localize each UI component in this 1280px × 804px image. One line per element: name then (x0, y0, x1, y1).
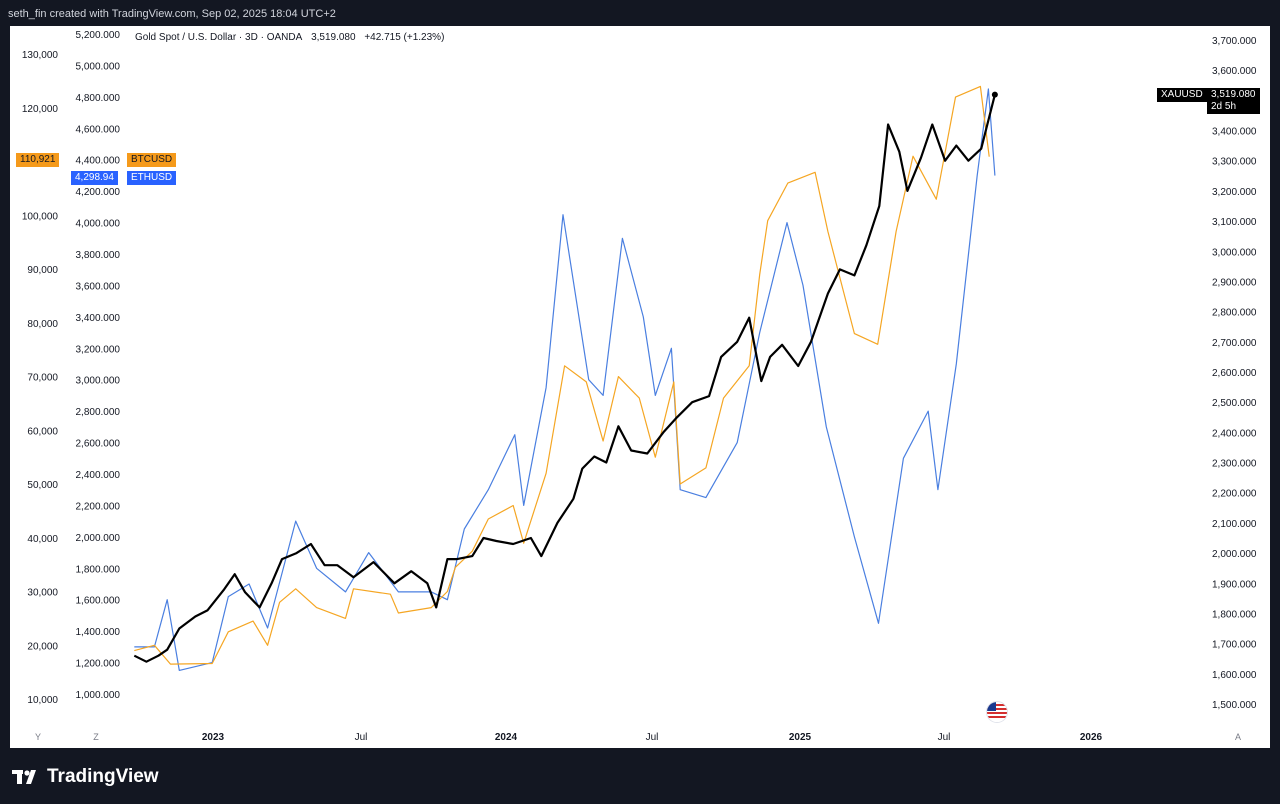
btc-price-badge: 110,921 (16, 153, 60, 167)
brand-name: TradingView (47, 766, 159, 787)
gold-tick-label: 2,800.000 (1212, 308, 1257, 319)
log-scale-y-button[interactable]: Y (35, 732, 41, 742)
gold-tick-label: 2,400.000 (1212, 428, 1257, 439)
btcusd-series-line (134, 85, 990, 665)
time-tick-label: 2026 (1080, 732, 1103, 743)
auto-scale-a-button[interactable]: A (1235, 732, 1241, 742)
gold-tick-label: 3,100.000 (1212, 217, 1257, 228)
legend-price: 3,519.080 (311, 32, 356, 43)
tradingview-mark-icon (12, 770, 36, 784)
gold-tick-label: 2,200.000 (1212, 489, 1257, 500)
gold-tick-label: 1,700.000 (1212, 640, 1257, 651)
xau-symbol-badge: XAUUSD (1157, 88, 1207, 102)
gold-tick-label: 1,500.000 (1212, 700, 1257, 711)
us-flag-icon[interactable] (986, 701, 1008, 723)
chart-panel[interactable] (10, 26, 1270, 748)
xau-price: 3,519.080 (1211, 89, 1256, 100)
gold-tick-label: 3,000.000 (1212, 247, 1257, 258)
btc-tick-label: 120,000 (22, 104, 59, 115)
time-axis: 2023 Jul 2024 Jul 2025 Jul 2026 Y Z A (35, 732, 1241, 743)
eth-tick-label: 1,400.000 (76, 627, 121, 638)
eth-tick-label: 3,800.000 (76, 250, 121, 261)
time-tick-label: 2025 (789, 732, 812, 743)
gold-tick-label: 3,700.000 (1212, 36, 1257, 47)
btc-tick-label: 10,000 (27, 695, 58, 706)
eth-tick-label: 2,200.000 (76, 501, 121, 512)
btc-tick-label: 90,000 (27, 265, 58, 276)
attribution-bar: seth_fin created with TradingView.com, S… (0, 0, 1280, 26)
gold-tick-label: 2,600.000 (1212, 368, 1257, 379)
gold-tick-label: 2,300.000 (1212, 459, 1257, 470)
gold-tick-label: 2,900.000 (1212, 277, 1257, 288)
eth-tick-label: 3,200.000 (76, 344, 121, 355)
footer (0, 748, 1280, 804)
eth-tick-label: 2,600.000 (76, 439, 121, 450)
tradingview-logo[interactable]: TradingView (12, 766, 159, 788)
eth-tick-label: 1,600.000 (76, 596, 121, 607)
ethusd-series-line (134, 88, 996, 672)
btc-tick-label: 100,000 (22, 211, 59, 222)
eth-tick-label: 3,400.000 (76, 313, 121, 324)
btc-tick-label: 130,000 (22, 50, 59, 61)
legend-change: +42.715 (+1.23%) (364, 32, 445, 43)
gold-tick-label: 3,200.000 (1212, 187, 1257, 198)
gold-tick-label: 3,400.000 (1212, 127, 1257, 138)
gold-axis: 1,500.000 1,600.000 1,700.000 1,800.000 1,90… (1212, 36, 1257, 711)
xau-countdown: 2d 5h (1211, 101, 1237, 112)
gold-tick-label: 3,600.000 (1212, 66, 1257, 77)
eth-tick-label: 4,000.000 (76, 219, 121, 230)
eth-tick-label: 4,600.000 (76, 124, 121, 135)
eth-tick-label: 5,000.000 (76, 61, 121, 72)
gold-tick-label: 2,700.000 (1212, 338, 1257, 349)
eth-tick-label: 1,800.000 (76, 564, 121, 575)
btc-tick-label: 60,000 (27, 426, 58, 437)
eth-tick-label: 2,400.000 (76, 470, 121, 481)
eth-tick-label: 1,000.000 (76, 690, 121, 701)
zoom-z-button[interactable]: Z (93, 732, 99, 742)
series-lines (133, 85, 998, 672)
xau-price-badge: 3,519.080 2d 5h (1207, 88, 1260, 114)
xauusd-last-point (991, 91, 998, 98)
eth-tick-label: 4,400.000 (76, 156, 121, 167)
btc-symbol-badge: BTCUSD (127, 153, 177, 167)
btc-tick-label: 40,000 (27, 534, 58, 545)
time-tick-label: Jul (938, 732, 951, 743)
eth-symbol-badge: ETHUSD (127, 171, 177, 185)
btc-tick-label: 30,000 (27, 588, 58, 599)
gold-tick-label: 1,900.000 (1212, 579, 1257, 590)
eth-tick-label: 2,000.000 (76, 533, 121, 544)
btc-tick-label: 70,000 (27, 373, 58, 384)
eth-tick-label: 4,800.000 (76, 93, 121, 104)
eth-axis: 1,000.000 1,200.000 1,400.000 1,600.000 1,80… (76, 30, 121, 701)
eth-tick-label: 2,800.000 (76, 407, 121, 418)
btc-tick-label: 20,000 (27, 641, 58, 652)
eth-tick-label: 1,200.000 (76, 659, 121, 670)
time-tick-label: 2023 (202, 732, 225, 743)
time-tick-label: 2024 (495, 732, 518, 743)
attribution-text: seth_fin created with TradingView.com, S… (8, 8, 336, 20)
gold-tick-label: 2,500.000 (1212, 398, 1257, 409)
eth-tick-label: 5,200.000 (76, 30, 121, 41)
gold-tick-label: 2,000.000 (1212, 549, 1257, 560)
gold-tick-label: 3,300.000 (1212, 157, 1257, 168)
chart-legend[interactable]: Gold Spot / U.S. Dollar · 3D · OANDA 3,5… (135, 32, 450, 43)
eth-tick-label: 3,600.000 (76, 281, 121, 292)
gold-tick-label: 1,600.000 (1212, 670, 1257, 681)
btc-tick-label: 50,000 (27, 480, 58, 491)
time-tick-label: Jul (355, 732, 368, 743)
legend-symbol: Gold Spot / U.S. Dollar · 3D · OANDA (135, 32, 303, 43)
time-tick-label: Jul (646, 732, 659, 743)
eth-tick-label: 4,200.000 (76, 187, 121, 198)
xauusd-series-line (133, 94, 996, 663)
eth-tick-label: 3,000.000 (76, 376, 121, 387)
gold-tick-label: 2,100.000 (1212, 519, 1257, 530)
eth-price-badge: 4,298.94 (71, 171, 118, 185)
btc-tick-label: 80,000 (27, 319, 58, 330)
btc-axis: 10,000 20,000 30,000 40,000 50,000 60,000 70,0… (22, 50, 59, 706)
gold-tick-label: 1,800.000 (1212, 609, 1257, 620)
